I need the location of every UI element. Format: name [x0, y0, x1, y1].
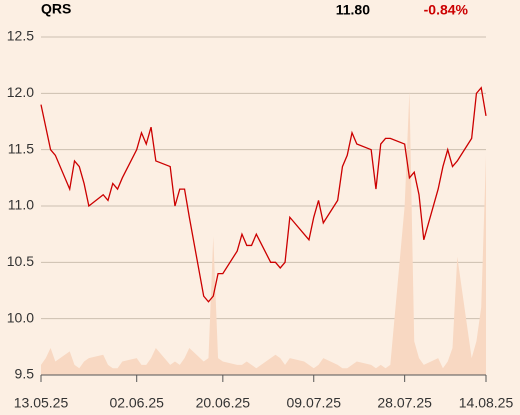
y-tick-label: 12.5	[7, 28, 34, 44]
y-tick-label: 9.5	[15, 366, 35, 382]
x-tick-label: 02.06.25	[109, 395, 164, 411]
price-line	[40, 86, 487, 303]
last-price: 11.80	[336, 2, 370, 18]
x-tick-label: 20.06.25	[196, 395, 251, 411]
x-tick-label: 14.08.25	[459, 395, 514, 411]
x-tick-label: 09.07.25	[286, 395, 341, 411]
y-tick-label: 11.5	[8, 140, 34, 156]
change: -0.84%	[424, 2, 469, 18]
y-tick-label: 10.5	[7, 253, 34, 269]
y-tick-label: 10.0	[7, 309, 34, 325]
y-tick-label: 12.0	[7, 84, 34, 100]
y-tick-label: 11.0	[8, 197, 34, 213]
symbol: QRS	[41, 1, 71, 17]
x-tick-label: 28.07.25	[377, 395, 432, 411]
x-tick-label: 13.05.25	[14, 395, 69, 411]
